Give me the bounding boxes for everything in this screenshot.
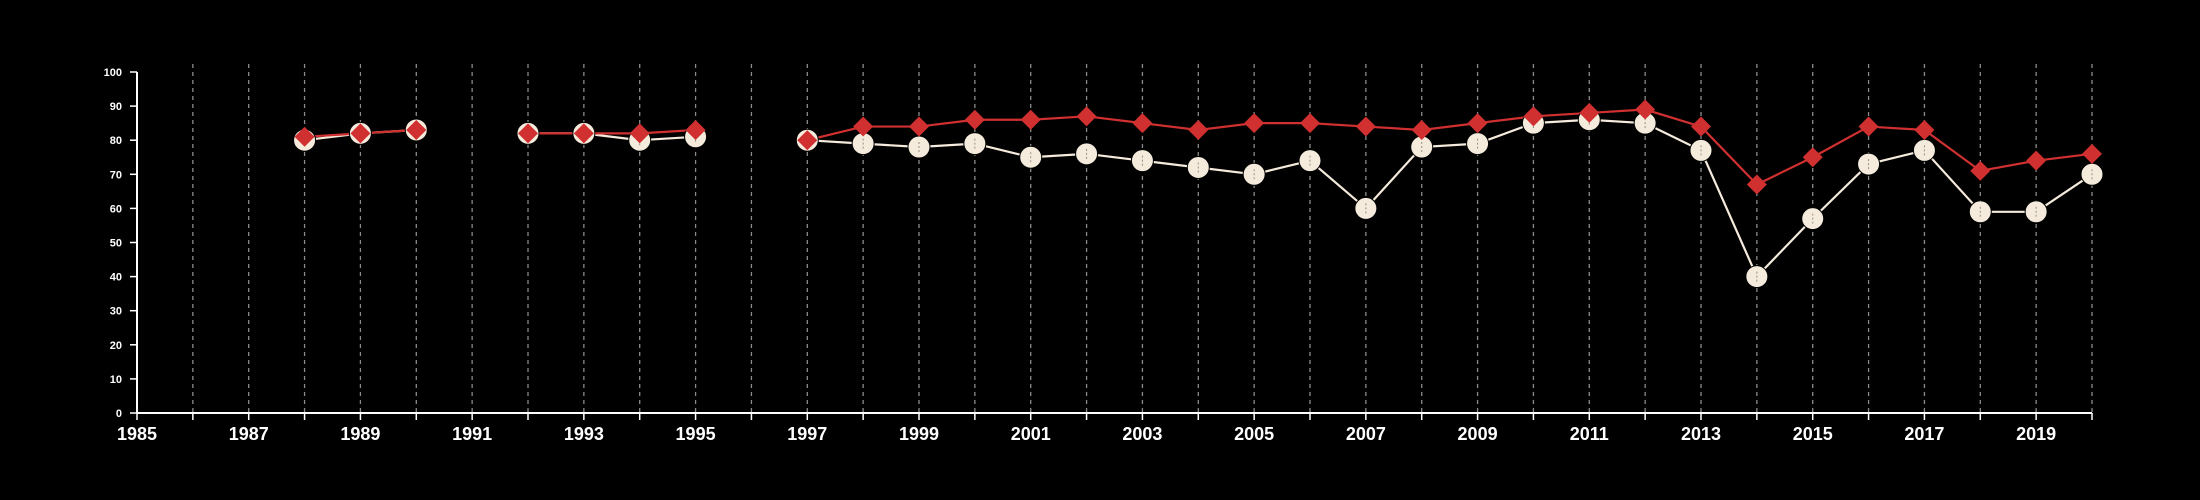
x-tick-label: 2003: [1122, 424, 1162, 444]
y-tick-label: 0: [116, 408, 122, 420]
x-tick-label: 2005: [1234, 424, 1274, 444]
series-2-point: [964, 109, 985, 130]
y-tick-label: 90: [110, 101, 122, 113]
x-tick-label: 2011: [1570, 424, 1609, 444]
series-2-point: [1132, 113, 1153, 134]
series-2-point: [294, 126, 315, 147]
series-2-line: [807, 108, 2093, 186]
series-markers: [293, 99, 2104, 289]
y-tick-label: 80: [110, 135, 122, 147]
series-2-point: [1076, 106, 1097, 127]
x-tick-label: 2019: [2016, 424, 2056, 444]
series-2-point: [1691, 116, 1711, 137]
x-tick-label: 2017: [1904, 424, 1944, 444]
series-2-point: [1300, 113, 1320, 134]
series-2-point: [685, 119, 706, 140]
series-layer: [293, 99, 2104, 289]
series-2-point: [518, 123, 538, 144]
axes: [136, 72, 2092, 414]
x-tick-label: 1989: [340, 424, 380, 444]
y-tick-label: 40: [110, 272, 122, 284]
series-2-point: [1467, 113, 1488, 134]
y-tick-label: 100: [104, 67, 122, 79]
x-tick-label: 2013: [1681, 424, 1721, 444]
series-2-point: [1355, 116, 1376, 137]
x-tick-label: 1991: [452, 424, 492, 444]
y-tick-label: 20: [110, 340, 122, 352]
x-tick-label: 1985: [117, 424, 157, 444]
x-tick-label: 1999: [899, 424, 939, 444]
series-2-point: [1802, 147, 1823, 168]
y-tick-label: 50: [110, 238, 122, 250]
series-2-point: [573, 123, 594, 144]
series-2-point: [2082, 143, 2102, 164]
series-2-point: [406, 119, 427, 140]
x-tick-label: 1987: [229, 424, 269, 444]
series-2-point: [1523, 106, 1544, 127]
x-tick-label: 1993: [564, 424, 604, 444]
series-2-point: [853, 116, 874, 137]
series-2-point: [350, 123, 371, 144]
series-2-point: [1970, 160, 1991, 181]
y-tick-label: 10: [110, 374, 122, 386]
x-axis-ticks: 1985 1987 1989 1991 1993 1995 1997 1999 2001 2003…: [117, 413, 2093, 444]
series-2-point: [1914, 119, 1935, 140]
series-2-point: [1579, 102, 1600, 123]
x-tick-label: 2001: [1011, 424, 1051, 444]
series-2-point: [2026, 150, 2047, 171]
series-2-point: [1244, 113, 1265, 134]
series-2-point: [629, 123, 650, 144]
series-2-line: [528, 128, 696, 135]
series-2-point: [1858, 116, 1879, 137]
series-2-point: [1746, 174, 1767, 195]
series-2-point: [1635, 99, 1656, 120]
y-tick-label: 70: [110, 169, 122, 181]
x-tick-label: 2009: [1458, 424, 1498, 444]
series-2-point: [1188, 119, 1209, 140]
y-tick-label: 30: [110, 306, 122, 318]
series-1-line: [807, 118, 2093, 279]
x-tick-label: 2015: [1793, 424, 1833, 444]
x-tick-label: 2007: [1346, 424, 1386, 444]
y-tick-label: 60: [110, 203, 122, 215]
series-2-point: [797, 130, 818, 151]
x-tick-label: 1995: [676, 424, 716, 444]
series-2-point: [1411, 119, 1432, 140]
x-tick-label: 1997: [787, 424, 827, 444]
series-2-point: [1020, 109, 1041, 130]
series-2-point: [909, 116, 929, 137]
y-axis-ticks: 0 10 20 30 40 50 60 70 80 90 100: [104, 67, 137, 420]
